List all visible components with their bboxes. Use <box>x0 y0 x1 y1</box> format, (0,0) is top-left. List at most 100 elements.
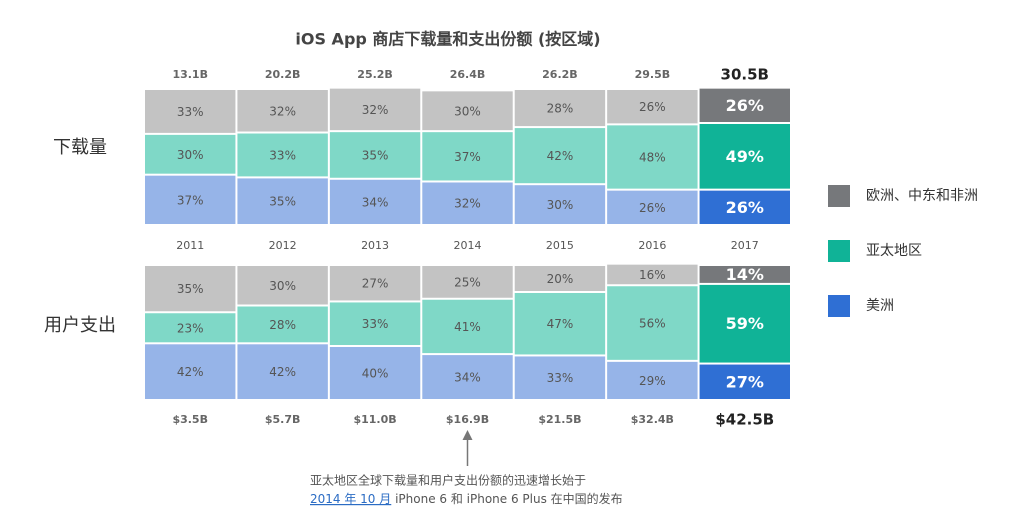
bar-segment <box>699 266 790 283</box>
bar-segment <box>699 88 790 122</box>
bar-segment <box>329 132 421 178</box>
value-label: 59% <box>726 314 764 333</box>
bar-segment <box>237 133 328 177</box>
bar-segment <box>145 266 236 312</box>
annotation-link[interactable]: 2014 年 10 月 <box>310 492 391 506</box>
value-label: 25% <box>454 275 481 289</box>
value-label: 42% <box>547 149 574 163</box>
bar-segment <box>145 175 236 224</box>
bar-segment <box>237 266 328 305</box>
x-tick-label: 2017 <box>731 239 759 252</box>
bar-segment <box>422 266 513 298</box>
bar-segment <box>145 344 236 399</box>
legend-swatch <box>828 185 850 207</box>
value-label: 32% <box>454 197 481 211</box>
bar-segment <box>237 344 328 399</box>
value-label: 48% <box>639 151 666 165</box>
value-label: 26% <box>726 96 764 115</box>
bar-segment <box>145 134 236 174</box>
value-label: 23% <box>177 321 204 335</box>
bar-segment <box>514 293 606 355</box>
total-label: 30.5B <box>721 66 769 84</box>
value-label: 35% <box>269 195 296 209</box>
value-label: 30% <box>177 148 204 162</box>
total-label: 26.4B <box>450 68 486 81</box>
x-tick-label: 2015 <box>546 239 574 252</box>
value-label: 27% <box>362 277 389 291</box>
total-label: $32.4B <box>631 413 674 426</box>
legend-label: 亚太地区 <box>866 243 922 259</box>
total-label: 20.2B <box>265 68 301 81</box>
bar-segment <box>699 190 790 224</box>
value-label: 28% <box>269 318 296 332</box>
bar-segment <box>237 90 328 132</box>
bar-segment <box>514 90 606 127</box>
bar-segment <box>514 266 606 291</box>
bar-segment <box>607 125 698 189</box>
value-label: 49% <box>726 147 764 166</box>
x-tick-label: 2016 <box>638 239 666 252</box>
value-label: 32% <box>269 104 296 118</box>
bar-segment <box>237 306 328 343</box>
bar-segment <box>329 179 421 224</box>
legend-label: 美洲 <box>866 298 894 314</box>
total-label: 13.1B <box>172 68 208 81</box>
value-label: 33% <box>362 317 389 331</box>
bar-segment <box>422 299 513 354</box>
bar-segment <box>237 178 328 224</box>
bar-segment <box>422 91 513 131</box>
total-label: $3.5B <box>172 413 208 426</box>
value-label: 20% <box>547 272 574 286</box>
value-label: 26% <box>726 198 764 217</box>
value-label: 26% <box>639 201 666 215</box>
value-label: 42% <box>269 365 296 379</box>
x-tick-label: 2013 <box>361 239 389 252</box>
value-label: 28% <box>547 102 574 116</box>
value-label: 34% <box>362 195 389 209</box>
value-label: 42% <box>177 365 204 379</box>
total-label: 25.2B <box>357 68 393 81</box>
total-label: $21.5B <box>538 413 581 426</box>
annotation-arrowhead <box>462 430 473 440</box>
bar-segment <box>607 264 698 285</box>
value-label: 32% <box>362 103 389 117</box>
value-label: 30% <box>269 279 296 293</box>
bar-segment <box>607 190 698 224</box>
total-label: $16.9B <box>446 413 489 426</box>
bar-segment <box>329 302 421 345</box>
bar-segment <box>329 266 421 301</box>
x-tick-label: 2011 <box>176 239 204 252</box>
value-label: 27% <box>726 372 764 391</box>
bar-segment <box>699 124 790 189</box>
bar-segment <box>422 355 513 399</box>
panel-label: 用户支出 <box>44 315 116 336</box>
value-label: 34% <box>454 371 481 385</box>
legend-swatch <box>828 240 850 262</box>
legend-swatch <box>828 295 850 317</box>
bar-segment <box>607 286 698 360</box>
value-label: 26% <box>639 100 666 114</box>
chart-title: iOS App 商店下载量和支出份额 (按区域) <box>295 30 600 49</box>
value-label: 14% <box>726 265 764 284</box>
total-label: 26.2B <box>542 68 578 81</box>
bar-segment <box>514 185 606 224</box>
annotation-text: 2014 年 10 月 iPhone 6 和 iPhone 6 Plus 在中国… <box>310 491 623 506</box>
bar-segment <box>145 313 236 343</box>
value-label: 37% <box>177 193 204 207</box>
panel-label: 下载量 <box>53 137 107 158</box>
value-label: 30% <box>454 104 481 118</box>
value-label: 33% <box>547 371 574 385</box>
total-label: $42.5B <box>715 411 774 429</box>
bar-segment <box>699 364 790 399</box>
bar-segment <box>329 347 421 399</box>
x-tick-label: 2012 <box>269 239 297 252</box>
bar-segment <box>699 284 790 363</box>
value-label: 16% <box>639 268 666 282</box>
value-label: 35% <box>362 148 389 162</box>
value-label: 40% <box>362 367 389 381</box>
legend-label: 欧洲、中东和非洲 <box>866 188 978 204</box>
value-label: 33% <box>177 105 204 119</box>
value-label: 30% <box>547 198 574 212</box>
